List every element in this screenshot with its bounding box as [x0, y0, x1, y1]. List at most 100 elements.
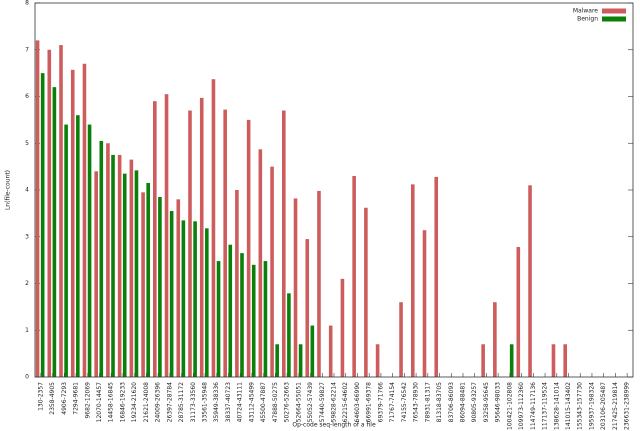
bar — [205, 228, 209, 377]
x-tick-label: 7294-9681 — [73, 382, 80, 415]
bar — [258, 149, 263, 377]
x-tick-label: 21621-24008 — [143, 382, 150, 423]
x-tick-label: 59828-62214 — [331, 382, 338, 423]
bar — [176, 199, 181, 377]
x-tick-label: 66991-69378 — [366, 382, 373, 423]
x-tick-label: 76543-78930 — [413, 382, 420, 423]
x-tick-label: 90805-93257 — [471, 382, 478, 423]
y-tick-label: 3 — [25, 233, 29, 240]
bar — [235, 190, 239, 377]
y-tick-label: 6 — [25, 93, 29, 100]
y-tick-label: 2 — [25, 280, 29, 287]
bar — [70, 69, 75, 377]
y-axis-label: Ln(file-count) — [5, 170, 12, 210]
bar — [106, 143, 110, 377]
bar — [317, 190, 321, 377]
bar — [199, 97, 204, 377]
x-tick-label: 35949-38336 — [213, 382, 220, 423]
y-tick-label: 7 — [25, 46, 29, 53]
bar — [399, 302, 403, 377]
x-tick-label: 4906-7293 — [61, 382, 68, 415]
x-tick-label: 78931-81317 — [424, 382, 431, 423]
bar — [82, 63, 87, 378]
x-tick-label: 130-2357 — [37, 382, 44, 411]
bar — [516, 247, 521, 377]
bar — [164, 94, 169, 377]
x-tick-label: 217425-219814 — [612, 382, 619, 430]
x-tick-label: 74155-76542 — [401, 382, 408, 423]
x-tick-label: 236631-238999 — [624, 382, 631, 430]
bar — [211, 79, 216, 377]
x-tick-label: 14458-16845 — [108, 382, 115, 423]
plot-frame — [34, 2, 634, 378]
bar — [216, 261, 221, 377]
bar — [434, 176, 439, 377]
bar — [493, 302, 497, 377]
bar — [509, 344, 514, 377]
y-tick-label: 1 — [25, 327, 29, 334]
x-tick-label: 19234-21620 — [131, 382, 138, 423]
x-tick-label: 95646-98033 — [495, 382, 502, 423]
x-tick-label: 26397-28784 — [166, 382, 173, 423]
bar — [59, 45, 63, 377]
bar — [528, 185, 532, 377]
legend-label: Malware — [573, 8, 598, 15]
x-tick-label: 31173-33560 — [190, 382, 197, 423]
x-tick-label: 24009-26396 — [155, 382, 162, 423]
bar — [47, 49, 52, 377]
bar — [35, 40, 40, 378]
x-tick-label: 138628-141014 — [553, 382, 560, 430]
bar — [52, 87, 57, 378]
bar — [246, 119, 251, 377]
x-tick-label: 57440-59827 — [319, 382, 326, 423]
bar — [422, 230, 427, 377]
x-tick-label: 83706-86093 — [448, 382, 455, 423]
x-tick-label: 9682-12069 — [84, 382, 91, 419]
bar — [281, 110, 286, 378]
x-axis-label: Op-code seq-length of a file — [292, 422, 376, 429]
bar — [340, 278, 345, 377]
bar — [293, 198, 298, 377]
x-tick-label: 52664-55051 — [295, 382, 302, 423]
bar — [76, 115, 80, 377]
x-tick-label: 40724-43111 — [237, 382, 244, 423]
bar — [193, 221, 197, 377]
bar — [158, 197, 162, 377]
x-tick-label: 109973-112360 — [518, 382, 525, 430]
bar — [122, 173, 127, 377]
bar — [364, 207, 368, 377]
x-tick-label: 33561-35948 — [202, 382, 209, 423]
x-tick-label: 62215-64602 — [342, 382, 349, 423]
bar — [94, 171, 98, 377]
bar — [181, 220, 186, 377]
bar — [146, 182, 150, 377]
legend-swatch — [602, 8, 626, 14]
bar — [298, 344, 303, 377]
x-tick-label: 195937-198324 — [588, 382, 595, 430]
y-tick-label: 0 — [25, 374, 29, 381]
x-tick-label: 43112-45499 — [248, 382, 255, 423]
bar — [129, 159, 134, 377]
bar — [64, 124, 68, 377]
bar — [134, 170, 139, 377]
x-tick-label: 47888-50275 — [272, 382, 279, 423]
bar — [240, 253, 244, 377]
bar — [153, 101, 157, 378]
bar — [87, 124, 92, 377]
legend-swatch — [602, 16, 626, 22]
x-tick-label: 203106-205487 — [600, 382, 607, 430]
bar — [141, 192, 145, 377]
x-tick-label: 93258-95645 — [483, 382, 490, 423]
y-tick-label: 4 — [25, 187, 29, 194]
bar — [563, 344, 568, 377]
bar — [251, 264, 256, 377]
bar — [410, 184, 415, 377]
bar — [481, 344, 485, 377]
bar — [551, 344, 556, 377]
bar — [111, 154, 115, 377]
x-tick-label: 16846-19233 — [119, 382, 126, 423]
bar — [223, 109, 227, 377]
bar — [169, 211, 174, 377]
